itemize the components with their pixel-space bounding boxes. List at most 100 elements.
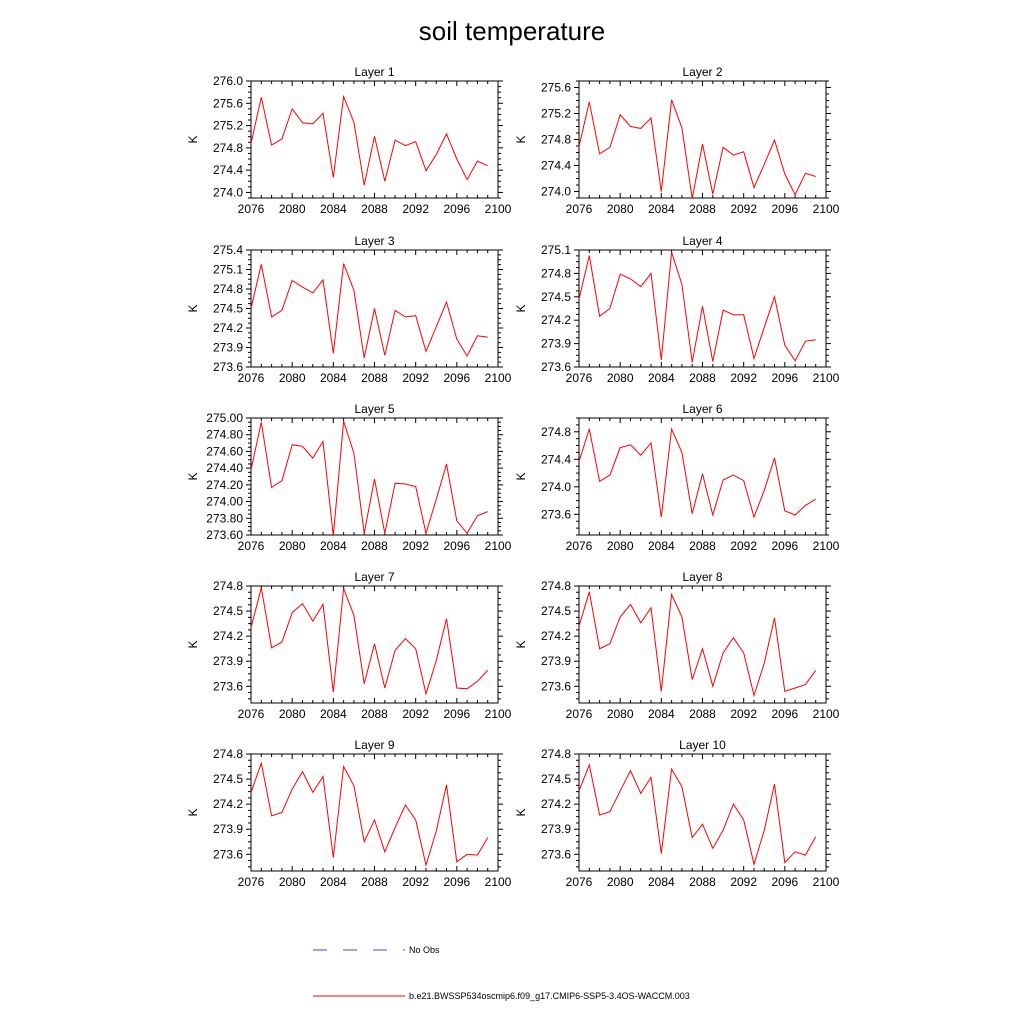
panel-frame	[250, 417, 499, 536]
x-tick-label: 2080	[279, 707, 306, 721]
x-tick-label: 2092	[402, 539, 429, 553]
y-tick-label: 274.8	[213, 282, 243, 296]
x-tick-label: 2084	[648, 539, 675, 553]
legend-no-obs-label: No Obs	[409, 945, 440, 955]
x-tick-label: 2080	[607, 371, 634, 385]
x-tick-label: 2076	[238, 707, 265, 721]
panel-8: Layer 8 K 2076 2080 2084 2088 2092 2096 2100 273.…	[514, 570, 840, 721]
x-tick-label: 2100	[485, 371, 512, 385]
panel-1: Layer 1 K 2076 2080 2084 2088 2092 2096 2100 274.…	[186, 65, 512, 216]
x-tick-label: 2088	[689, 875, 716, 889]
y-axis-label: K	[514, 808, 528, 816]
panel-frame	[250, 80, 499, 199]
x-tick-label: 2076	[566, 202, 593, 216]
x-tick-label: 2088	[361, 539, 388, 553]
y-tick-label: 274.8	[541, 133, 571, 147]
x-tick-label: 2100	[485, 707, 512, 721]
y-tick-label: 274.8	[541, 425, 571, 439]
x-tick-label: 2096	[443, 875, 470, 889]
x-tick-label: 2076	[238, 202, 265, 216]
y-tick-label: 273.9	[213, 654, 243, 668]
panel-title: Layer 10	[679, 738, 726, 752]
panel-frame	[250, 753, 499, 872]
y-tick-label: 274.40	[206, 461, 243, 475]
y-axis-label: K	[186, 304, 200, 312]
x-tick-label: 2076	[238, 539, 265, 553]
x-tick-label: 2088	[689, 371, 716, 385]
y-tick-label: 275.2	[213, 119, 243, 133]
panel-2: Layer 2 K 2076 2080 2084 2088 2092 2096 2100 274.…	[514, 65, 840, 216]
x-tick-label: 2100	[485, 875, 512, 889]
x-tick-label: 2088	[689, 539, 716, 553]
y-tick-label: 275.4	[213, 243, 243, 257]
y-tick-label: 274.5	[541, 290, 571, 304]
y-tick-label: 274.5	[213, 604, 243, 618]
y-tick-label: 274.2	[213, 629, 243, 643]
y-tick-label: 274.5	[541, 772, 571, 786]
y-tick-label: 274.8	[213, 141, 243, 155]
y-axis-label: K	[186, 808, 200, 816]
x-tick-label: 2092	[402, 875, 429, 889]
x-tick-label: 2080	[279, 539, 306, 553]
x-tick-label: 2096	[443, 202, 470, 216]
y-tick-label: 273.60	[206, 528, 243, 542]
panel-title: Layer 3	[354, 234, 394, 248]
panel-title: Layer 5	[354, 402, 394, 416]
x-tick-label: 2084	[320, 875, 347, 889]
y-tick-label: 275.6	[213, 96, 243, 110]
y-tick-label: 274.8	[541, 266, 571, 280]
x-tick-label: 2088	[361, 202, 388, 216]
legend: No Obs b.e21.BWSSP534oscmip6.f09_g17.CMI…	[313, 945, 690, 1001]
x-tick-label: 2096	[771, 539, 798, 553]
panel-frame	[578, 585, 827, 704]
series-line	[578, 591, 817, 698]
x-tick-label: 2080	[279, 371, 306, 385]
y-tick-label: 274.20	[206, 478, 243, 492]
x-tick-label: 2096	[771, 707, 798, 721]
y-tick-label: 274.8	[541, 747, 571, 761]
chart-title: soil temperature	[419, 16, 605, 46]
series-line	[578, 763, 817, 867]
y-tick-label: 273.6	[213, 679, 243, 693]
y-axis-label: K	[514, 135, 528, 143]
panel-title: Layer 6	[682, 402, 722, 416]
y-tick-label: 274.2	[541, 797, 571, 811]
series-line	[250, 421, 488, 536]
x-tick-label: 2100	[813, 202, 840, 216]
y-tick-label: 274.0	[213, 185, 243, 199]
x-tick-label: 2096	[443, 707, 470, 721]
panel-title: Layer 7	[354, 570, 394, 584]
x-tick-label: 2092	[730, 707, 757, 721]
x-tick-label: 2096	[443, 539, 470, 553]
x-tick-label: 2100	[813, 371, 840, 385]
panel-title: Layer 8	[682, 570, 722, 584]
y-tick-label: 273.9	[213, 822, 243, 836]
x-tick-label: 2084	[320, 539, 347, 553]
x-tick-label: 2092	[730, 202, 757, 216]
x-tick-label: 2100	[485, 539, 512, 553]
y-tick-label: 274.2	[213, 797, 243, 811]
x-tick-label: 2096	[771, 202, 798, 216]
y-axis-label: K	[186, 640, 200, 648]
y-tick-label: 276.0	[213, 74, 243, 88]
series-line	[578, 252, 816, 363]
panel-title: Layer 2	[682, 65, 722, 79]
x-tick-label: 2096	[443, 371, 470, 385]
x-tick-label: 2076	[238, 371, 265, 385]
x-tick-label: 2084	[320, 707, 347, 721]
x-tick-label: 2096	[771, 875, 798, 889]
panel-7: Layer 7 K 2076 2080 2084 2088 2092 2096 2100 273.…	[186, 570, 512, 721]
legend-model-label: b.e21.BWSSP534oscmip6.f09_g17.CMIP6-SSP5…	[409, 991, 690, 1001]
y-tick-label: 273.80	[206, 511, 243, 525]
y-tick-label: 274.2	[213, 321, 243, 335]
panel-5: Layer 5 K 2076 2080 2084 2088 2092 2096 2100 273.…	[186, 402, 512, 553]
y-tick-label: 274.0	[541, 185, 571, 199]
panel-6: Layer 6 K 2076 2080 2084 2088 2092 2096 2100 273.…	[514, 402, 840, 553]
y-tick-label: 273.6	[541, 507, 571, 521]
panel-10: Layer 10 K 2076 2080 2084 2088 2092 2096 2100 273…	[514, 738, 840, 889]
y-tick-label: 274.00	[206, 495, 243, 509]
y-tick-label: 273.9	[541, 337, 571, 351]
y-axis-label: K	[186, 135, 200, 143]
y-tick-label: 273.6	[541, 360, 571, 374]
y-tick-label: 274.8	[213, 747, 243, 761]
